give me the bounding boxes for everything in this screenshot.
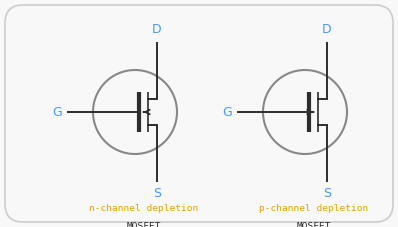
Text: G: G	[52, 106, 62, 118]
Text: p-channel depletion: p-channel depletion	[259, 204, 369, 213]
Text: D: D	[322, 23, 332, 36]
Text: D: D	[152, 23, 162, 36]
Text: G: G	[222, 106, 232, 118]
Text: n-channel depletion: n-channel depletion	[90, 204, 199, 213]
FancyBboxPatch shape	[5, 5, 393, 222]
Text: S: S	[153, 187, 161, 200]
Text: MOSFET: MOSFET	[127, 222, 161, 227]
Text: MOSFET: MOSFET	[297, 222, 331, 227]
Text: S: S	[323, 187, 331, 200]
